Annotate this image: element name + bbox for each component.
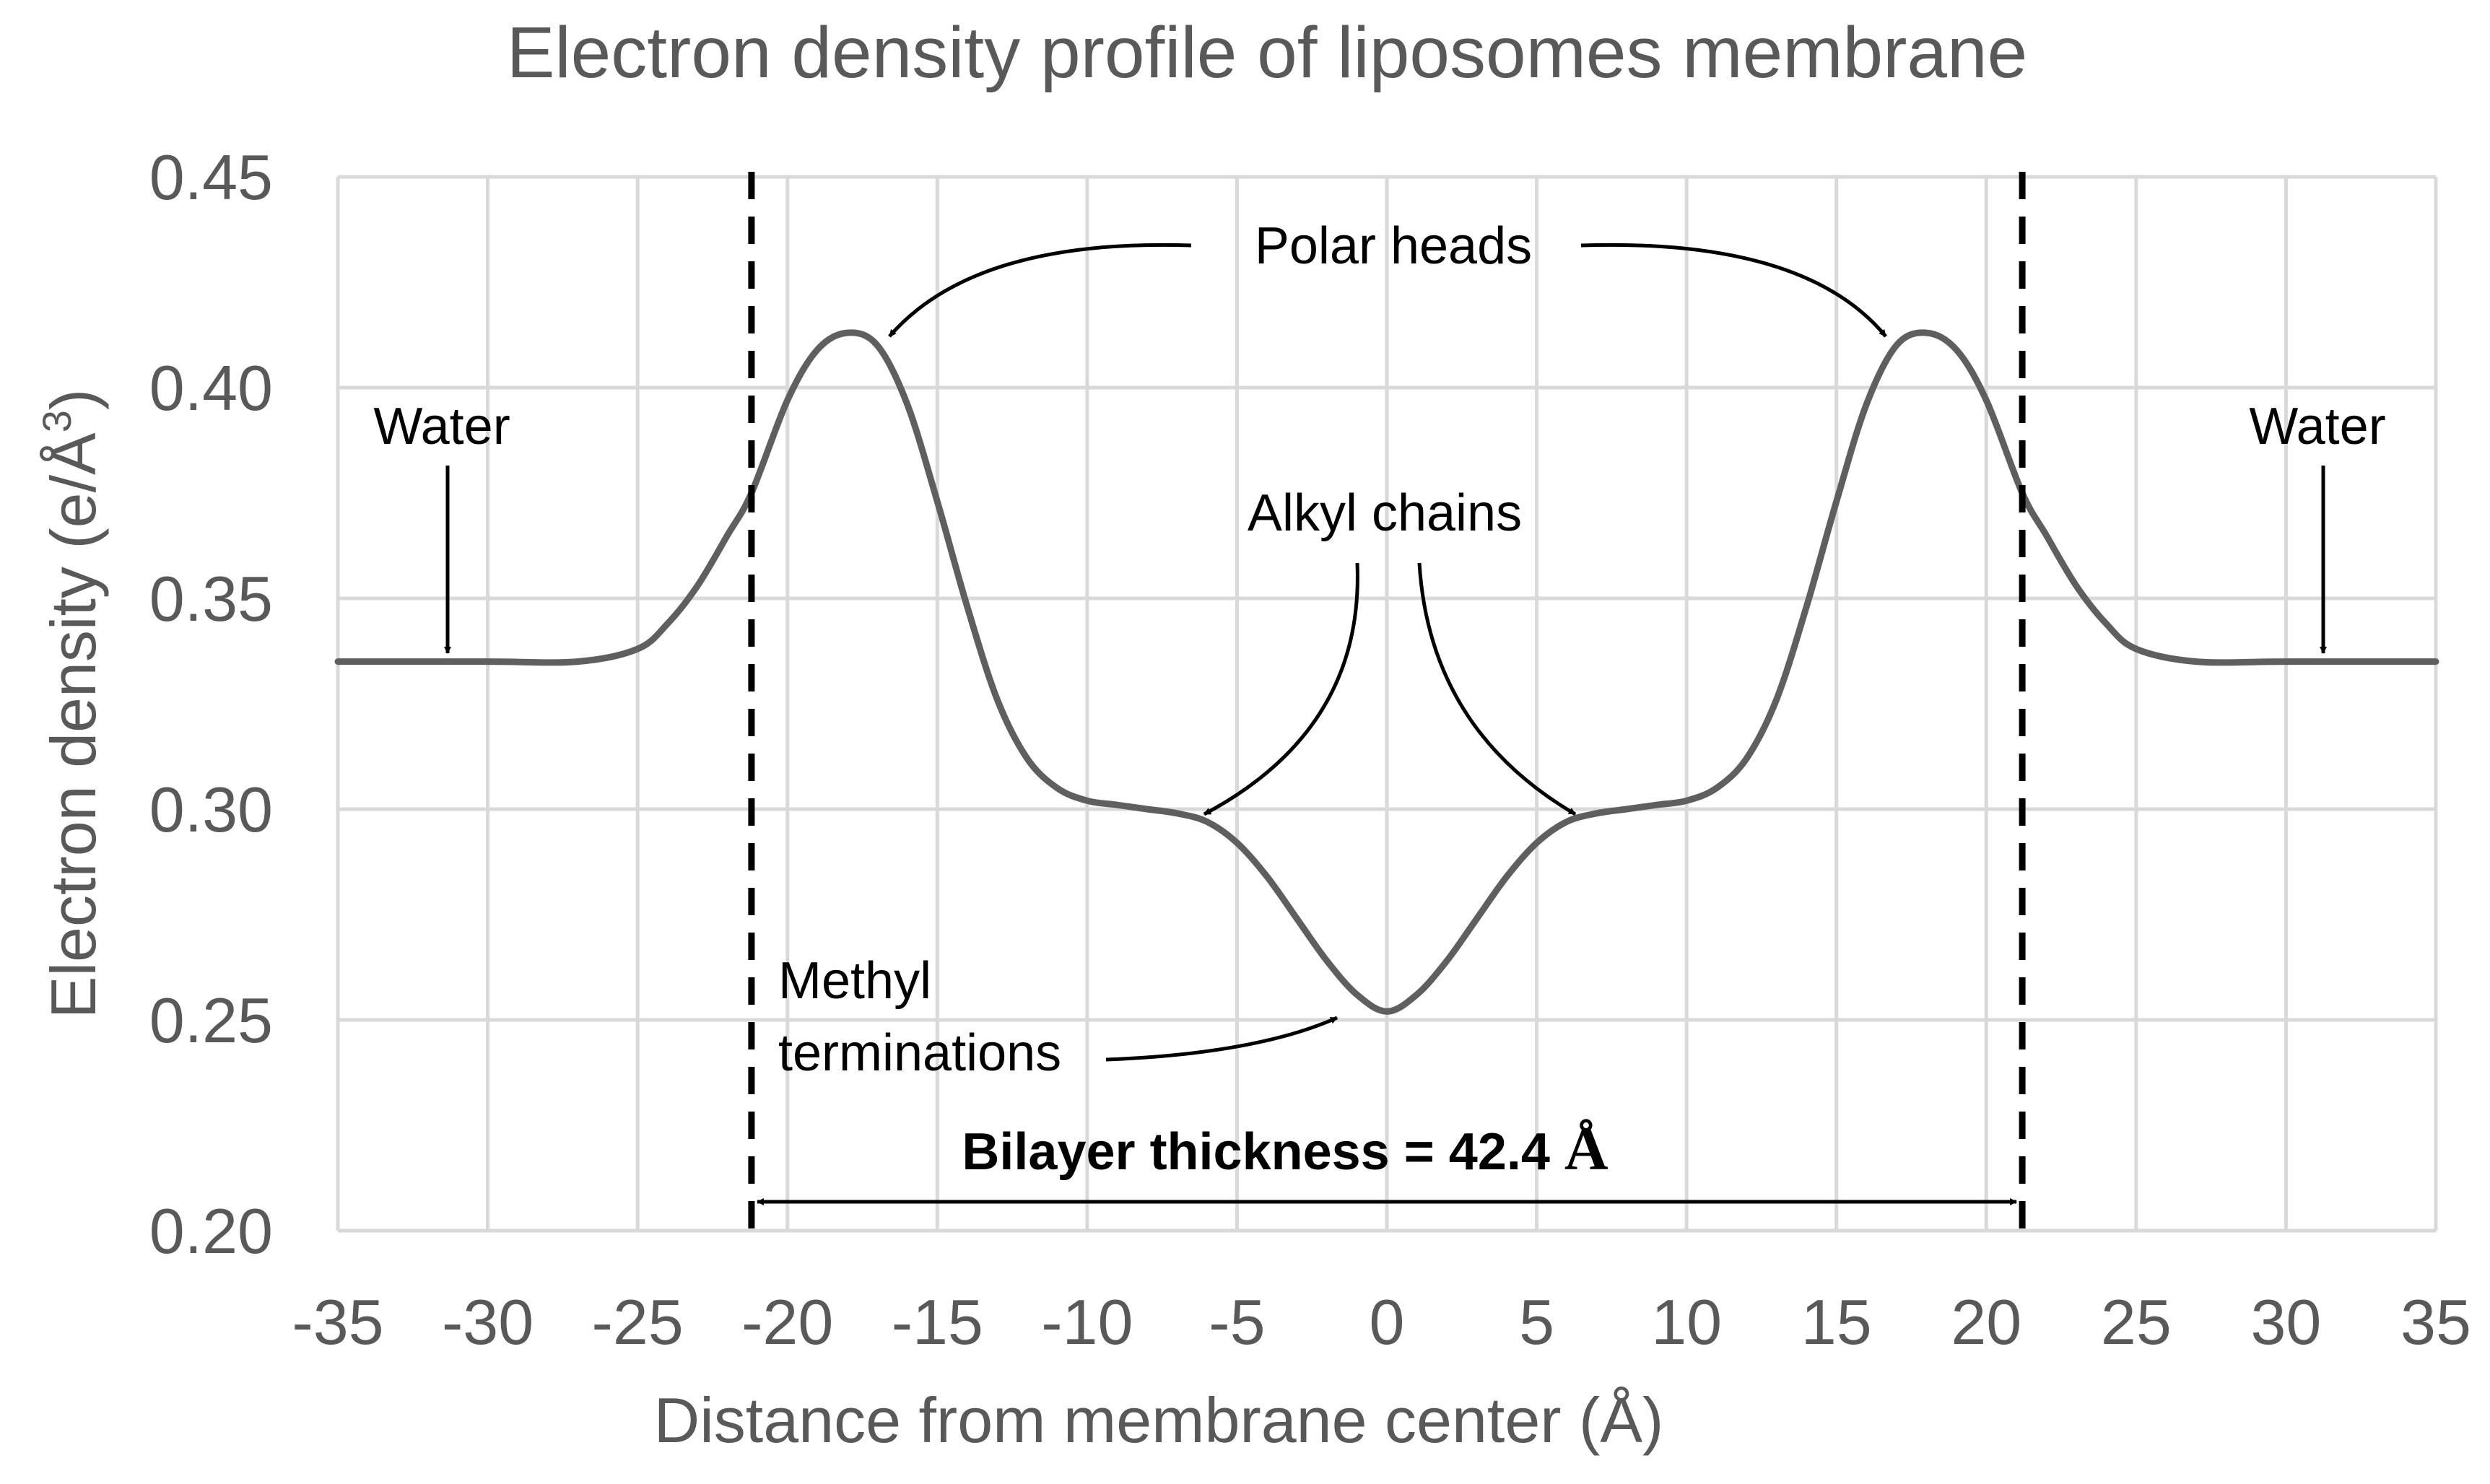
polar-heads-arrow-right — [1580, 243, 1887, 338]
x-tick-label: 20 — [1951, 1286, 2021, 1358]
water-label-right: Water — [2249, 398, 2385, 455]
x-tick-label: -10 — [1041, 1286, 1133, 1358]
x-tick-label: 25 — [2101, 1286, 2172, 1358]
tick-labels: -35 -30 -25 -20 -15 -10 -5 0 5 10 15 20 25 30 35 0.20 0.… — [149, 141, 2471, 1358]
annotations: Bilayer thickness = 42.4 Å Polar heads A… — [373, 172, 2386, 1231]
chart-title: Electron density profile of liposomes me… — [507, 12, 2028, 93]
axes — [336, 177, 2436, 1233]
y-tick-label: 0.20 — [149, 1195, 273, 1267]
y-tick-label: 0.45 — [149, 141, 273, 213]
x-tick-label: 5 — [1519, 1286, 1554, 1358]
y-axis-label-main: Electron density (e/Å — [38, 432, 109, 1018]
alkyl-chains-arrow-right — [1417, 562, 1577, 816]
water-label-left: Water — [373, 398, 510, 455]
gridlines — [336, 175, 2438, 1233]
y-axis-label: Electron density (e/Å3) — [34, 389, 109, 1018]
electron-density-curve — [334, 329, 2439, 1015]
x-tick-label: -5 — [1209, 1286, 1265, 1358]
y-axis-label-superscript: 3 — [34, 410, 79, 432]
bilayer-thickness-text: Bilayer thickness = 42.4 — [962, 1123, 1564, 1181]
polar-heads-label: Polar heads — [1255, 217, 1532, 275]
x-tick-label: -15 — [892, 1286, 983, 1358]
alkyl-chains-label: Alkyl chains — [1248, 484, 1522, 542]
x-tick-label: 15 — [1801, 1286, 1872, 1358]
x-tick-label: 0 — [1370, 1286, 1405, 1358]
x-tick-label: -20 — [741, 1286, 833, 1358]
y-tick-label: 0.25 — [149, 985, 273, 1056]
polar-heads-arrow-left — [888, 243, 1192, 338]
x-axis-label: Distance from membrane center (Å) — [654, 1384, 1664, 1456]
y-tick-label: 0.35 — [149, 563, 273, 634]
bilayer-thickness-label: Bilayer thickness = 42.4 Å — [962, 1116, 1609, 1183]
methyl-label-line1: Methyl — [778, 952, 931, 1010]
x-tick-label: -30 — [442, 1286, 534, 1358]
x-tick-label: 10 — [1651, 1286, 1722, 1358]
x-tick-label: 35 — [2400, 1286, 2471, 1358]
x-tick-label: -25 — [592, 1286, 684, 1358]
x-tick-label: 30 — [2250, 1286, 2321, 1358]
methyl-label-line2: terminations — [778, 1024, 1061, 1082]
x-tick-label: -35 — [292, 1286, 383, 1358]
methyl-terminations-arrow — [1105, 1016, 1338, 1062]
y-axis-label-close: ) — [38, 389, 109, 410]
alkyl-chains-arrow-left — [1203, 562, 1359, 816]
methyl-terminations-label: Methyl terminations — [778, 952, 1061, 1082]
y-tick-label: 0.40 — [149, 352, 273, 424]
y-tick-label: 0.30 — [149, 774, 273, 845]
bilayer-thickness-unit: Å — [1564, 1116, 1609, 1183]
